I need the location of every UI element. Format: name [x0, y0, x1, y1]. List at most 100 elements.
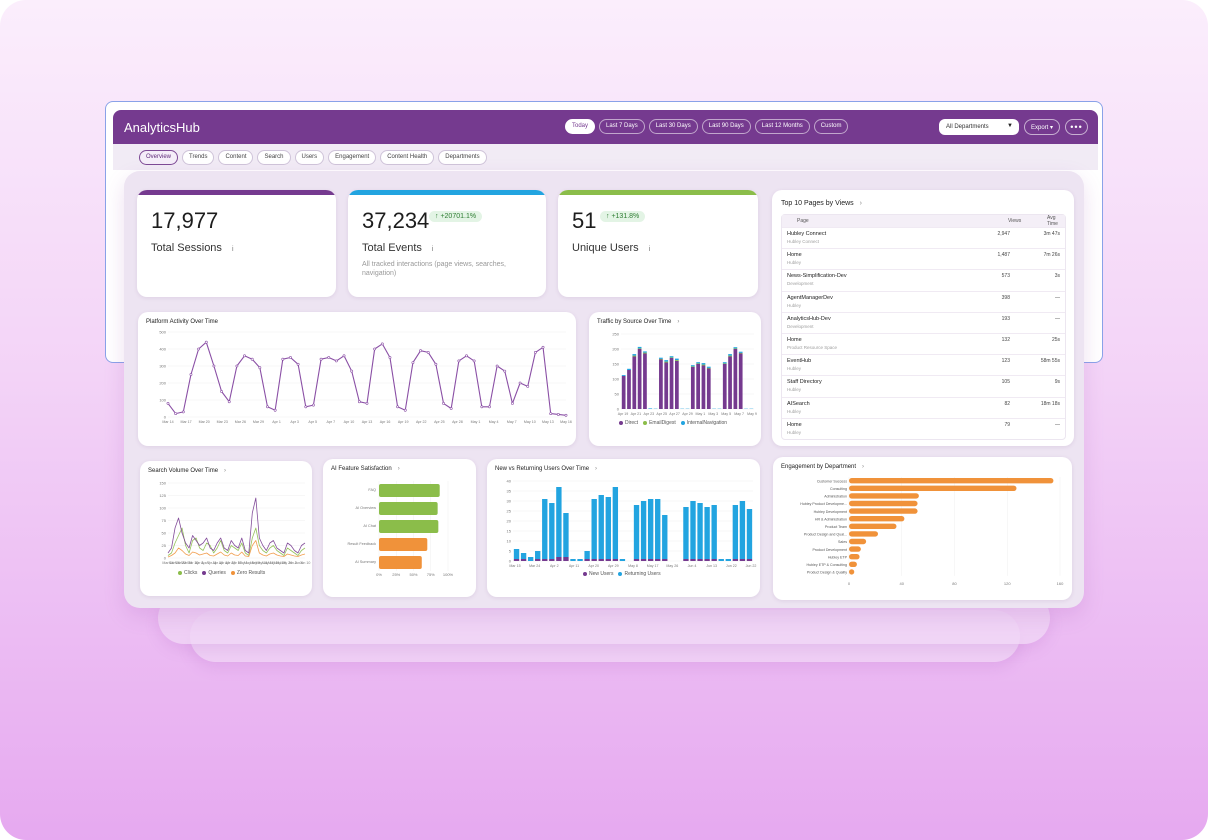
date-range-last-7-days[interactable]: Last 7 Days	[599, 119, 645, 134]
x-tick-label: Mar 26	[181, 561, 192, 565]
table-row[interactable]: AISearch Hubley 82 18m 18s	[782, 396, 1065, 418]
activity-point	[296, 362, 300, 366]
tab-departments[interactable]: Departments	[438, 149, 487, 165]
column-header-avg-time[interactable]: Avg Time	[1047, 215, 1058, 227]
table-row[interactable]: Home Hubley 1,487 7m 26s	[782, 248, 1065, 269]
chevron-right-icon[interactable]: ›	[595, 466, 598, 472]
export-button[interactable]: Export ▾	[1024, 119, 1060, 135]
legend-item[interactable]: Direct	[619, 420, 638, 426]
users-bar	[662, 515, 668, 559]
table-row[interactable]: Home Hubley 79 —	[782, 417, 1065, 439]
app-logo[interactable]: AnalyticsHub	[124, 119, 200, 135]
traffic-bar	[696, 363, 701, 364]
chevron-right-icon[interactable]: ›	[224, 468, 227, 474]
page-space: Hubley	[787, 387, 802, 393]
table-row[interactable]: AgentManagerDev Hubley 398 —	[782, 290, 1065, 312]
page-views: 193	[1001, 315, 1010, 322]
tab-users[interactable]: Users	[294, 149, 325, 165]
date-range-today[interactable]: Today	[565, 119, 596, 134]
x-tick-label: Apr 29	[608, 564, 619, 568]
legend-item[interactable]: Queries	[202, 570, 226, 576]
activity-point	[442, 402, 445, 405]
activity-point	[472, 359, 476, 363]
legend-item[interactable]: Zero Results	[230, 570, 265, 576]
traffic-bar	[664, 360, 669, 362]
y-tick-label: 100	[159, 398, 166, 403]
traffic-bar	[643, 352, 647, 354]
x-tick-label: May 9	[250, 561, 260, 565]
column-header-page[interactable]: Page	[797, 218, 809, 224]
date-range-custom[interactable]: Custom	[813, 119, 849, 134]
table-row[interactable]: Staff Directory Hubley 105 9s	[782, 375, 1065, 396]
chevron-right-icon[interactable]: ›	[397, 466, 400, 472]
table-row[interactable]: EventHub Hubley 123 58m 55s	[782, 354, 1065, 375]
x-tick-label: Jun 22	[726, 564, 737, 568]
legend-item[interactable]: Clicks	[178, 570, 197, 576]
kpi-label: Unique Users i	[572, 242, 650, 254]
tab-content-health[interactable]: Content Health	[380, 149, 435, 165]
info-icon[interactable]: i	[431, 246, 434, 253]
department-select[interactable]: All Departments ▼	[939, 119, 1019, 135]
users-bar	[549, 503, 555, 559]
x-tick-label: 40	[900, 581, 905, 586]
table-row[interactable]: AnalyticsHub-Dev Development 193 —	[782, 311, 1065, 333]
chevron-right-icon[interactable]: ›	[859, 200, 862, 207]
tab-search[interactable]: Search	[257, 149, 291, 165]
tab-overview[interactable]: Overview	[139, 149, 179, 165]
users-bar	[605, 497, 611, 559]
tab-content[interactable]: Content	[218, 149, 254, 165]
tab-trends[interactable]: Trends	[182, 149, 215, 165]
table-row[interactable]: Hubley Connect Hubley Connect 2,947 3m 47s	[782, 227, 1065, 248]
date-range-last-30-days[interactable]: Last 30 Days	[648, 119, 698, 134]
page-avg-time: —	[1055, 315, 1060, 322]
date-range-last-12-months[interactable]: Last 12 Months	[754, 119, 810, 134]
department-label: Hubley Development	[814, 510, 847, 514]
kpi-description: All tracked interactions (page views, se…	[362, 261, 506, 277]
legend-item[interactable]: InternalNavigation	[680, 420, 727, 426]
users-bar	[711, 505, 717, 559]
users-bar	[633, 505, 640, 559]
y-tick-label: 150	[159, 481, 166, 486]
traffic-bar	[696, 364, 701, 409]
page-avg-time: 3s	[1054, 273, 1060, 280]
activity-point	[556, 413, 560, 416]
x-tick-label: Mar 14	[162, 561, 173, 565]
chevron-right-icon[interactable]: ›	[862, 464, 865, 470]
y-tick-label: 10	[507, 539, 512, 544]
legend-item[interactable]: Returning Users	[618, 571, 661, 577]
activity-point	[250, 357, 254, 361]
y-category-label: AI Overview	[356, 506, 377, 510]
more-options-button[interactable]: •••	[1065, 119, 1088, 135]
department-label: Hubley ETP	[828, 555, 848, 559]
department-label: Sales	[838, 540, 847, 544]
legend-dot	[202, 571, 207, 575]
table-row[interactable]: News-Simplification-Dev Development 573 3s	[782, 269, 1065, 290]
chevron-right-icon[interactable]: ›	[677, 319, 680, 325]
date-range-last-90-days[interactable]: Last 90 Days	[701, 119, 751, 134]
traffic-bar	[637, 346, 642, 349]
department-label: Consulting	[830, 487, 847, 491]
table-row[interactable]: Home Product Resource Space 132 25s	[782, 332, 1065, 354]
x-tick-label: May 29	[280, 561, 292, 565]
page-name: AnalyticsHub-Dev	[787, 315, 831, 322]
chart-title: Platform Activity Over Time	[146, 319, 219, 325]
legend-item[interactable]: EmailDigest	[643, 420, 676, 426]
legend-label: EmailDigest	[649, 420, 676, 426]
traffic-bar	[722, 363, 727, 364]
satisfaction-bar	[379, 538, 428, 551]
chart-title: Traffic by Source Over Time	[597, 319, 672, 325]
column-header-views[interactable]: Views	[1008, 218, 1022, 224]
activity-point	[204, 340, 208, 344]
tab-engagement[interactable]: Engagement	[328, 149, 377, 165]
card-title: AI Feature Satisfaction ›	[331, 466, 400, 472]
info-icon[interactable]: i	[231, 246, 234, 253]
activity-point	[304, 405, 308, 409]
kpi-label: Total Sessions i	[151, 242, 234, 254]
legend-item[interactable]: New Users	[583, 571, 613, 577]
users-bar	[535, 551, 541, 559]
info-icon[interactable]: i	[648, 246, 651, 253]
department-label: Product Design & Quality	[807, 571, 847, 575]
department-bar	[849, 493, 919, 499]
traffic-bar	[674, 360, 679, 361]
